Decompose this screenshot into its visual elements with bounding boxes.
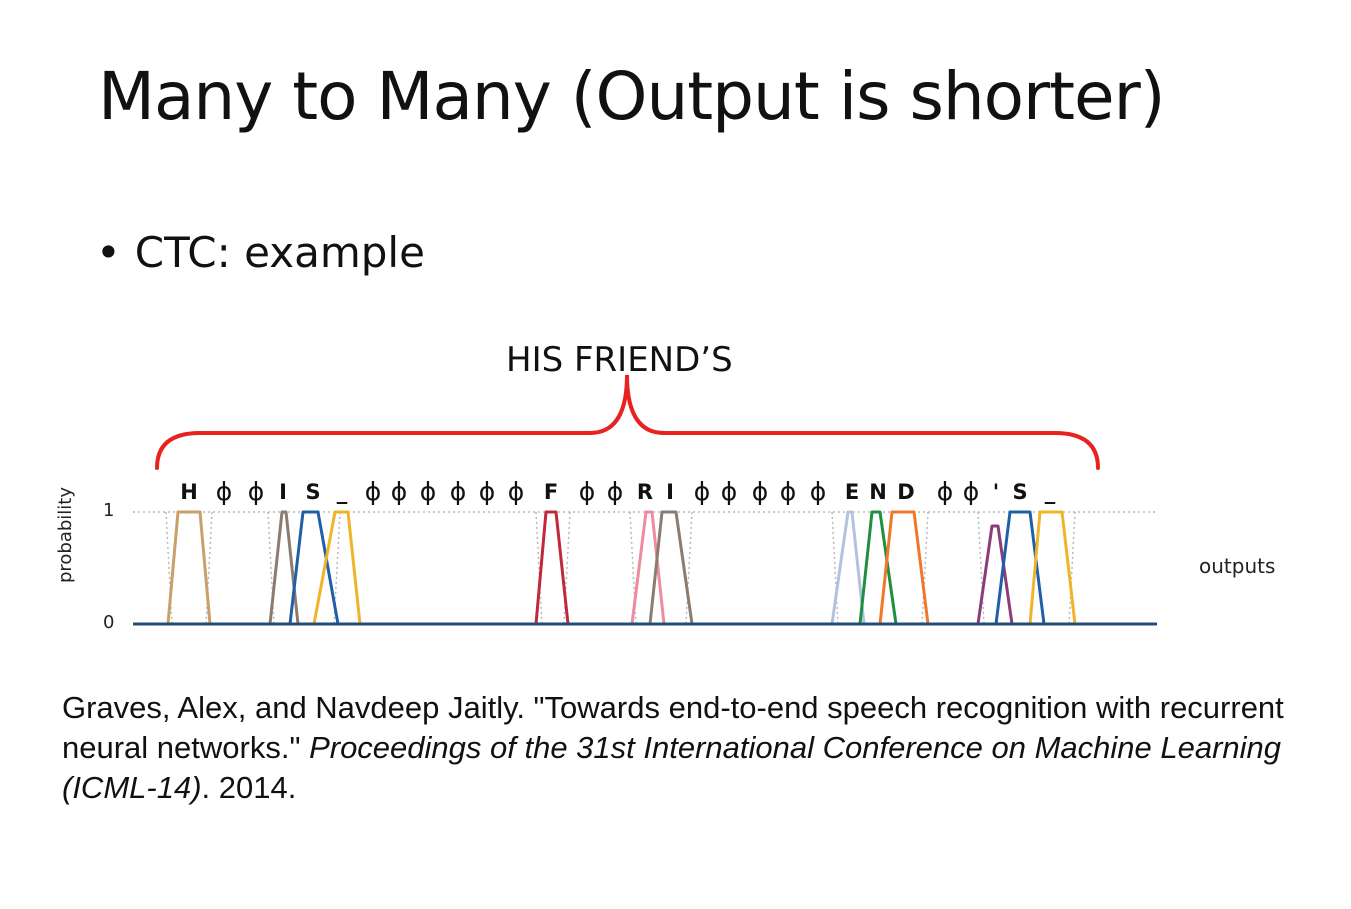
blank-trace [921, 511, 929, 625]
transcript-phrase: HIS FRIEND’S [506, 340, 733, 380]
output-label: ϕ [809, 477, 827, 506]
citation-year: . 2014. [201, 770, 297, 805]
output-label: ϕ [215, 477, 233, 506]
blank-trace [1068, 511, 1076, 625]
output-label: H [180, 480, 198, 504]
blank-trace [535, 511, 543, 625]
probability-peak [534, 510, 570, 625]
output-label: _ [1044, 480, 1056, 504]
output-label: R [636, 480, 654, 504]
output-label: ϕ [478, 477, 496, 506]
output-label: E [844, 480, 860, 504]
blank-trace [205, 511, 213, 625]
blank-trace [831, 511, 839, 625]
output-label: ϕ [606, 477, 624, 506]
bullet-item: • CTC: example [96, 228, 425, 277]
blank-trace [977, 511, 985, 625]
probability-peak [312, 510, 362, 625]
output-label: _ [336, 480, 348, 504]
output-label: F [543, 480, 559, 504]
probability-peak [830, 510, 866, 625]
output-label: ϕ [578, 477, 596, 506]
output-label: S [305, 480, 321, 504]
output-label: ϕ [720, 477, 738, 506]
output-label: ' [992, 480, 1000, 504]
probability-peak [630, 510, 666, 625]
blank-trace [267, 511, 275, 625]
output-label: S [1012, 480, 1028, 504]
output-label: ϕ [390, 477, 408, 506]
probability-peak [976, 524, 1014, 625]
y-tick-1: 1 [103, 500, 115, 521]
y-tick-0: 0 [103, 612, 115, 633]
bullet-text: CTC: example [134, 228, 425, 277]
output-label: ϕ [693, 477, 711, 506]
outputs-label: outputs [1199, 554, 1276, 578]
output-label: ϕ [364, 477, 382, 506]
output-label: ϕ [449, 477, 467, 506]
output-label: D [897, 480, 915, 504]
blank-trace [629, 511, 637, 625]
output-label: ϕ [936, 477, 954, 506]
slide-title: Many to Many (Output is shorter) [98, 58, 1166, 135]
output-label: ϕ [507, 477, 525, 506]
probability-peak [858, 510, 898, 625]
citation-venue: Proceedings of the 31st International Co… [62, 730, 1282, 805]
probability-peak [994, 510, 1046, 625]
output-label: I [279, 480, 287, 504]
probability-peak [1028, 510, 1077, 625]
output-label: I [666, 480, 674, 504]
output-label: ϕ [779, 477, 797, 506]
citation-authors-title: Graves, Alex, and Navdeep Jaitly. "Towar… [62, 690, 1284, 765]
blank-trace [563, 511, 571, 625]
output-label: N [869, 480, 887, 504]
blank-trace [685, 511, 693, 625]
output-label: ϕ [962, 477, 980, 506]
output-label: ϕ [419, 477, 437, 506]
probability-peak [288, 510, 340, 625]
output-label: ϕ [751, 477, 769, 506]
bullet-dot: • [96, 228, 121, 277]
output-label: ϕ [247, 477, 265, 506]
blank-trace [333, 511, 341, 625]
citation: Graves, Alex, and Navdeep Jaitly. "Towar… [62, 688, 1312, 808]
probability-peak [648, 510, 694, 625]
probability-peak [166, 510, 212, 625]
probability-peak [268, 510, 300, 625]
probability-peak [878, 510, 930, 625]
blank-trace [165, 511, 173, 625]
